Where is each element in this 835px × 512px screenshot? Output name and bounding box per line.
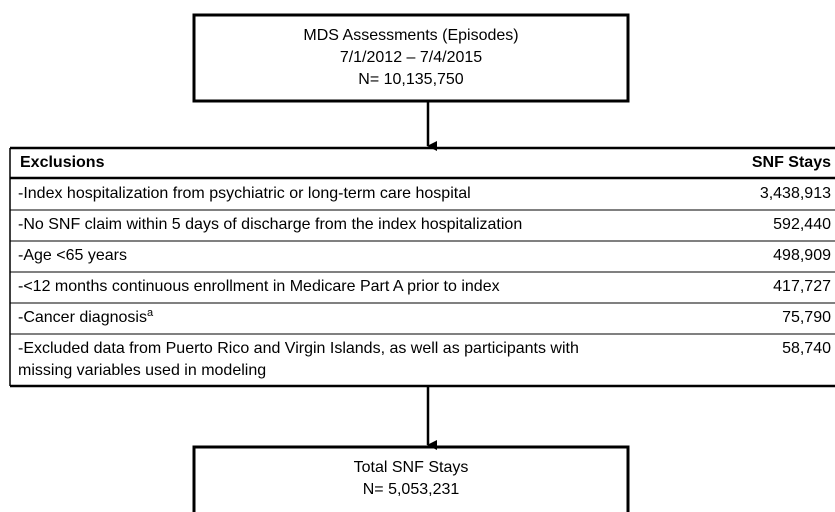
table-header: SNF Stays <box>752 154 831 171</box>
box-text: 7/1/2012 – 7/4/2015 <box>340 49 482 66</box>
snf-stays: 417,727 <box>773 278 831 295</box>
exclusion-text: -No SNF claim within 5 days of discharge… <box>18 216 522 233</box>
snf-stays: 3,438,913 <box>760 185 831 202</box>
snf-stays: 58,740 <box>782 340 831 357</box>
box-text: N= 5,053,231 <box>363 481 460 498</box>
box-text: MDS Assessments (Episodes) <box>303 27 518 44</box>
box-text: N= 10,135,750 <box>358 71 464 88</box>
snf-stays: 592,440 <box>773 216 831 233</box>
exclusion-text: -Index hospitalization from psychiatric … <box>18 185 471 202</box>
exclusion-text: missing variables used in modeling <box>18 362 266 379</box>
top-box <box>192 13 630 103</box>
bottom-box <box>192 445 630 512</box>
exclusion-text: -Cancer diagnosisa <box>18 307 154 326</box>
box-text: Total SNF Stays <box>354 459 469 476</box>
exclusion-text: -Age <65 years <box>18 247 127 264</box>
snf-stays: 498,909 <box>773 247 831 264</box>
exclusion-text: -Excluded data from Puerto Rico and Virg… <box>18 340 579 357</box>
snf-stays: 75,790 <box>782 309 831 326</box>
footnote-marker: a <box>147 307 154 319</box>
exclusion-text: -<12 months continuous enrollment in Med… <box>18 278 500 295</box>
table-header: Exclusions <box>20 154 105 171</box>
